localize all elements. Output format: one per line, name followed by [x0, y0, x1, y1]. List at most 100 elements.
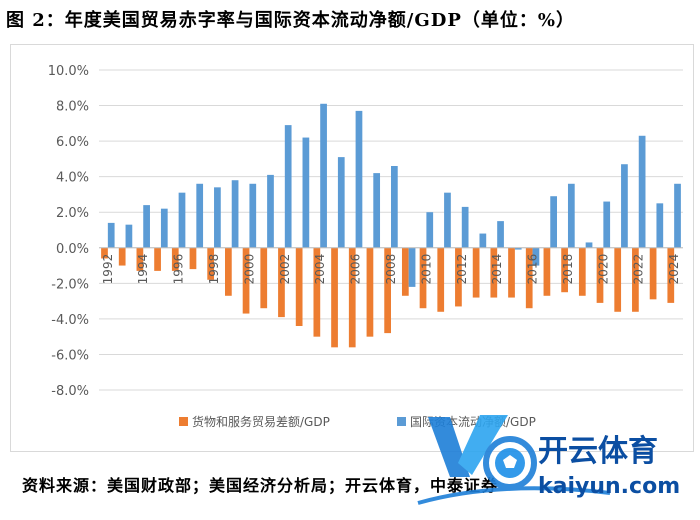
bars-layer	[99, 103, 683, 348]
legend-label: 国际资本流动净额/GDP	[410, 415, 536, 429]
bar-capital-flow	[638, 135, 646, 248]
bar-capital-flow	[444, 192, 451, 248]
bar-trade-balance	[101, 247, 108, 259]
bar-capital-flow	[674, 183, 681, 248]
x-tick-label: 2020	[596, 254, 610, 285]
bar-capital-flow	[585, 242, 593, 248]
x-tick-label: 2006	[349, 254, 363, 285]
bar-capital-flow	[603, 201, 611, 248]
x-tick-label: 2000	[242, 254, 256, 285]
bar-trade-balance	[667, 247, 675, 303]
bar-trade-balance	[278, 247, 285, 318]
bar-trade-balance	[348, 247, 356, 348]
bar-capital-flow	[196, 183, 204, 248]
bar-capital-flow	[107, 222, 115, 248]
bar-trade-balance	[578, 247, 586, 296]
bar-trade-balance	[207, 247, 215, 280]
bar-capital-flow	[656, 203, 664, 248]
bar-trade-balance	[118, 247, 126, 266]
y-tick-label: 6.0%	[56, 135, 89, 150]
bar-capital-flow	[479, 233, 487, 248]
x-tick-label: 2012	[455, 254, 469, 285]
x-tick-label: 2004	[313, 254, 327, 285]
x-tick-label: 2008	[384, 254, 398, 285]
bar-capital-flow	[621, 164, 628, 248]
bar-capital-flow	[337, 157, 345, 248]
bar-trade-balance	[136, 247, 144, 271]
bar-capital-flow	[355, 110, 363, 248]
bar-trade-balance	[401, 247, 409, 296]
y-tick-label: 4.0%	[56, 171, 89, 186]
bar-trade-balance	[295, 247, 303, 326]
x-tick-label: 2010	[419, 254, 433, 285]
bar-trade-balance	[189, 247, 197, 270]
x-tick-label: 2014	[490, 254, 504, 285]
watermark-domain-text: kaiyun.com	[538, 474, 680, 499]
legend-swatch	[179, 417, 188, 426]
x-tick-label: 2002	[278, 254, 292, 285]
legend-label: 货物和服务贸易差额/GDP	[192, 414, 330, 429]
bar-capital-flow	[178, 192, 186, 248]
bar-trade-balance	[242, 247, 250, 314]
bar-capital-flow	[391, 166, 398, 248]
x-tick-label: 2022	[632, 254, 646, 285]
bar-capital-flow	[125, 224, 133, 248]
y-tick-label: 8.0%	[56, 100, 89, 115]
bar-capital-flow	[532, 247, 540, 266]
y-tick-label: -8.0%	[51, 384, 89, 399]
bar-trade-balance	[260, 247, 268, 309]
bar-trade-balance	[366, 247, 374, 337]
bar-capital-flow	[143, 205, 150, 248]
y-tick-label: -6.0%	[51, 348, 89, 363]
x-tick-label: 1994	[136, 254, 150, 285]
bar-trade-balance	[632, 247, 639, 312]
x-tick-label: 1992	[101, 254, 115, 285]
y-tick-label: -4.0%	[51, 313, 89, 328]
y-tick-label: -2.0%	[51, 277, 89, 292]
bar-capital-flow	[284, 125, 292, 248]
bar-capital-flow	[373, 173, 381, 248]
x-tick-label: 2016	[526, 254, 540, 285]
figure-title: 图 2：年度美国贸易赤字率与国际资本流动净额/GDP（单位：%）	[6, 10, 575, 31]
bar-capital-flow	[302, 137, 310, 248]
bar-trade-balance	[313, 247, 321, 337]
x-tick-label: 1996	[172, 254, 186, 285]
bar-capital-flow	[426, 212, 434, 248]
chart-frame: 10.0% 8.0% 6.0% 4.0% 2.0% 0.0% -2.0% -4.0% -6.0%…	[10, 44, 694, 452]
bar-trade-balance	[171, 247, 179, 271]
bar-trade-balance	[561, 247, 568, 293]
bar-capital-flow	[461, 206, 469, 248]
bar-trade-balance	[154, 247, 161, 271]
x-axis-ticks: 1992 1994 1996 1998 2000 2002 2004 2006 2008 2010…	[101, 254, 681, 285]
bar-capital-flow	[231, 180, 239, 248]
bar-capital-flow	[567, 183, 575, 248]
bar-trade-balance	[649, 247, 657, 300]
bar-trade-balance	[543, 247, 551, 296]
source-note: 资料来源：美国财政部；美国经济分析局；开云体育，中泰证券	[22, 476, 499, 495]
bar-trade-balance	[331, 247, 338, 348]
legend: 货物和服务贸易差额/GDP 国际资本流动净额/GDP	[179, 414, 536, 429]
bar-trade-balance	[419, 247, 427, 309]
bar-capital-flow	[214, 187, 221, 248]
y-axis-ticks: 10.0% 8.0% 6.0% 4.0% 2.0% 0.0% -2.0% -4.0% -6.0%…	[48, 64, 89, 399]
bar-trade-balance	[384, 247, 391, 334]
x-tick-label: 1998	[207, 254, 221, 285]
bar-capital-flow	[408, 247, 416, 287]
bar-trade-balance	[508, 247, 515, 298]
legend-swatch	[397, 417, 406, 426]
bar-capital-flow	[267, 174, 274, 248]
x-tick-label: 2018	[561, 254, 575, 285]
bar-trade-balance	[455, 247, 462, 307]
bar-trade-balance	[490, 247, 498, 298]
bar-capital-flow	[497, 221, 504, 248]
bar-chart: 10.0% 8.0% 6.0% 4.0% 2.0% 0.0% -2.0% -4.0% -6.0%…	[48, 64, 683, 429]
bar-capital-flow	[249, 183, 257, 248]
bar-trade-balance	[472, 247, 480, 298]
bar-capital-flow	[514, 247, 522, 250]
x-tick-label: 2024	[667, 254, 681, 285]
y-tick-label: 0.0%	[56, 242, 89, 257]
bar-trade-balance	[596, 247, 604, 303]
bar-trade-balance	[225, 247, 232, 296]
y-tick-label: 10.0%	[48, 64, 89, 79]
bar-capital-flow	[160, 208, 168, 248]
